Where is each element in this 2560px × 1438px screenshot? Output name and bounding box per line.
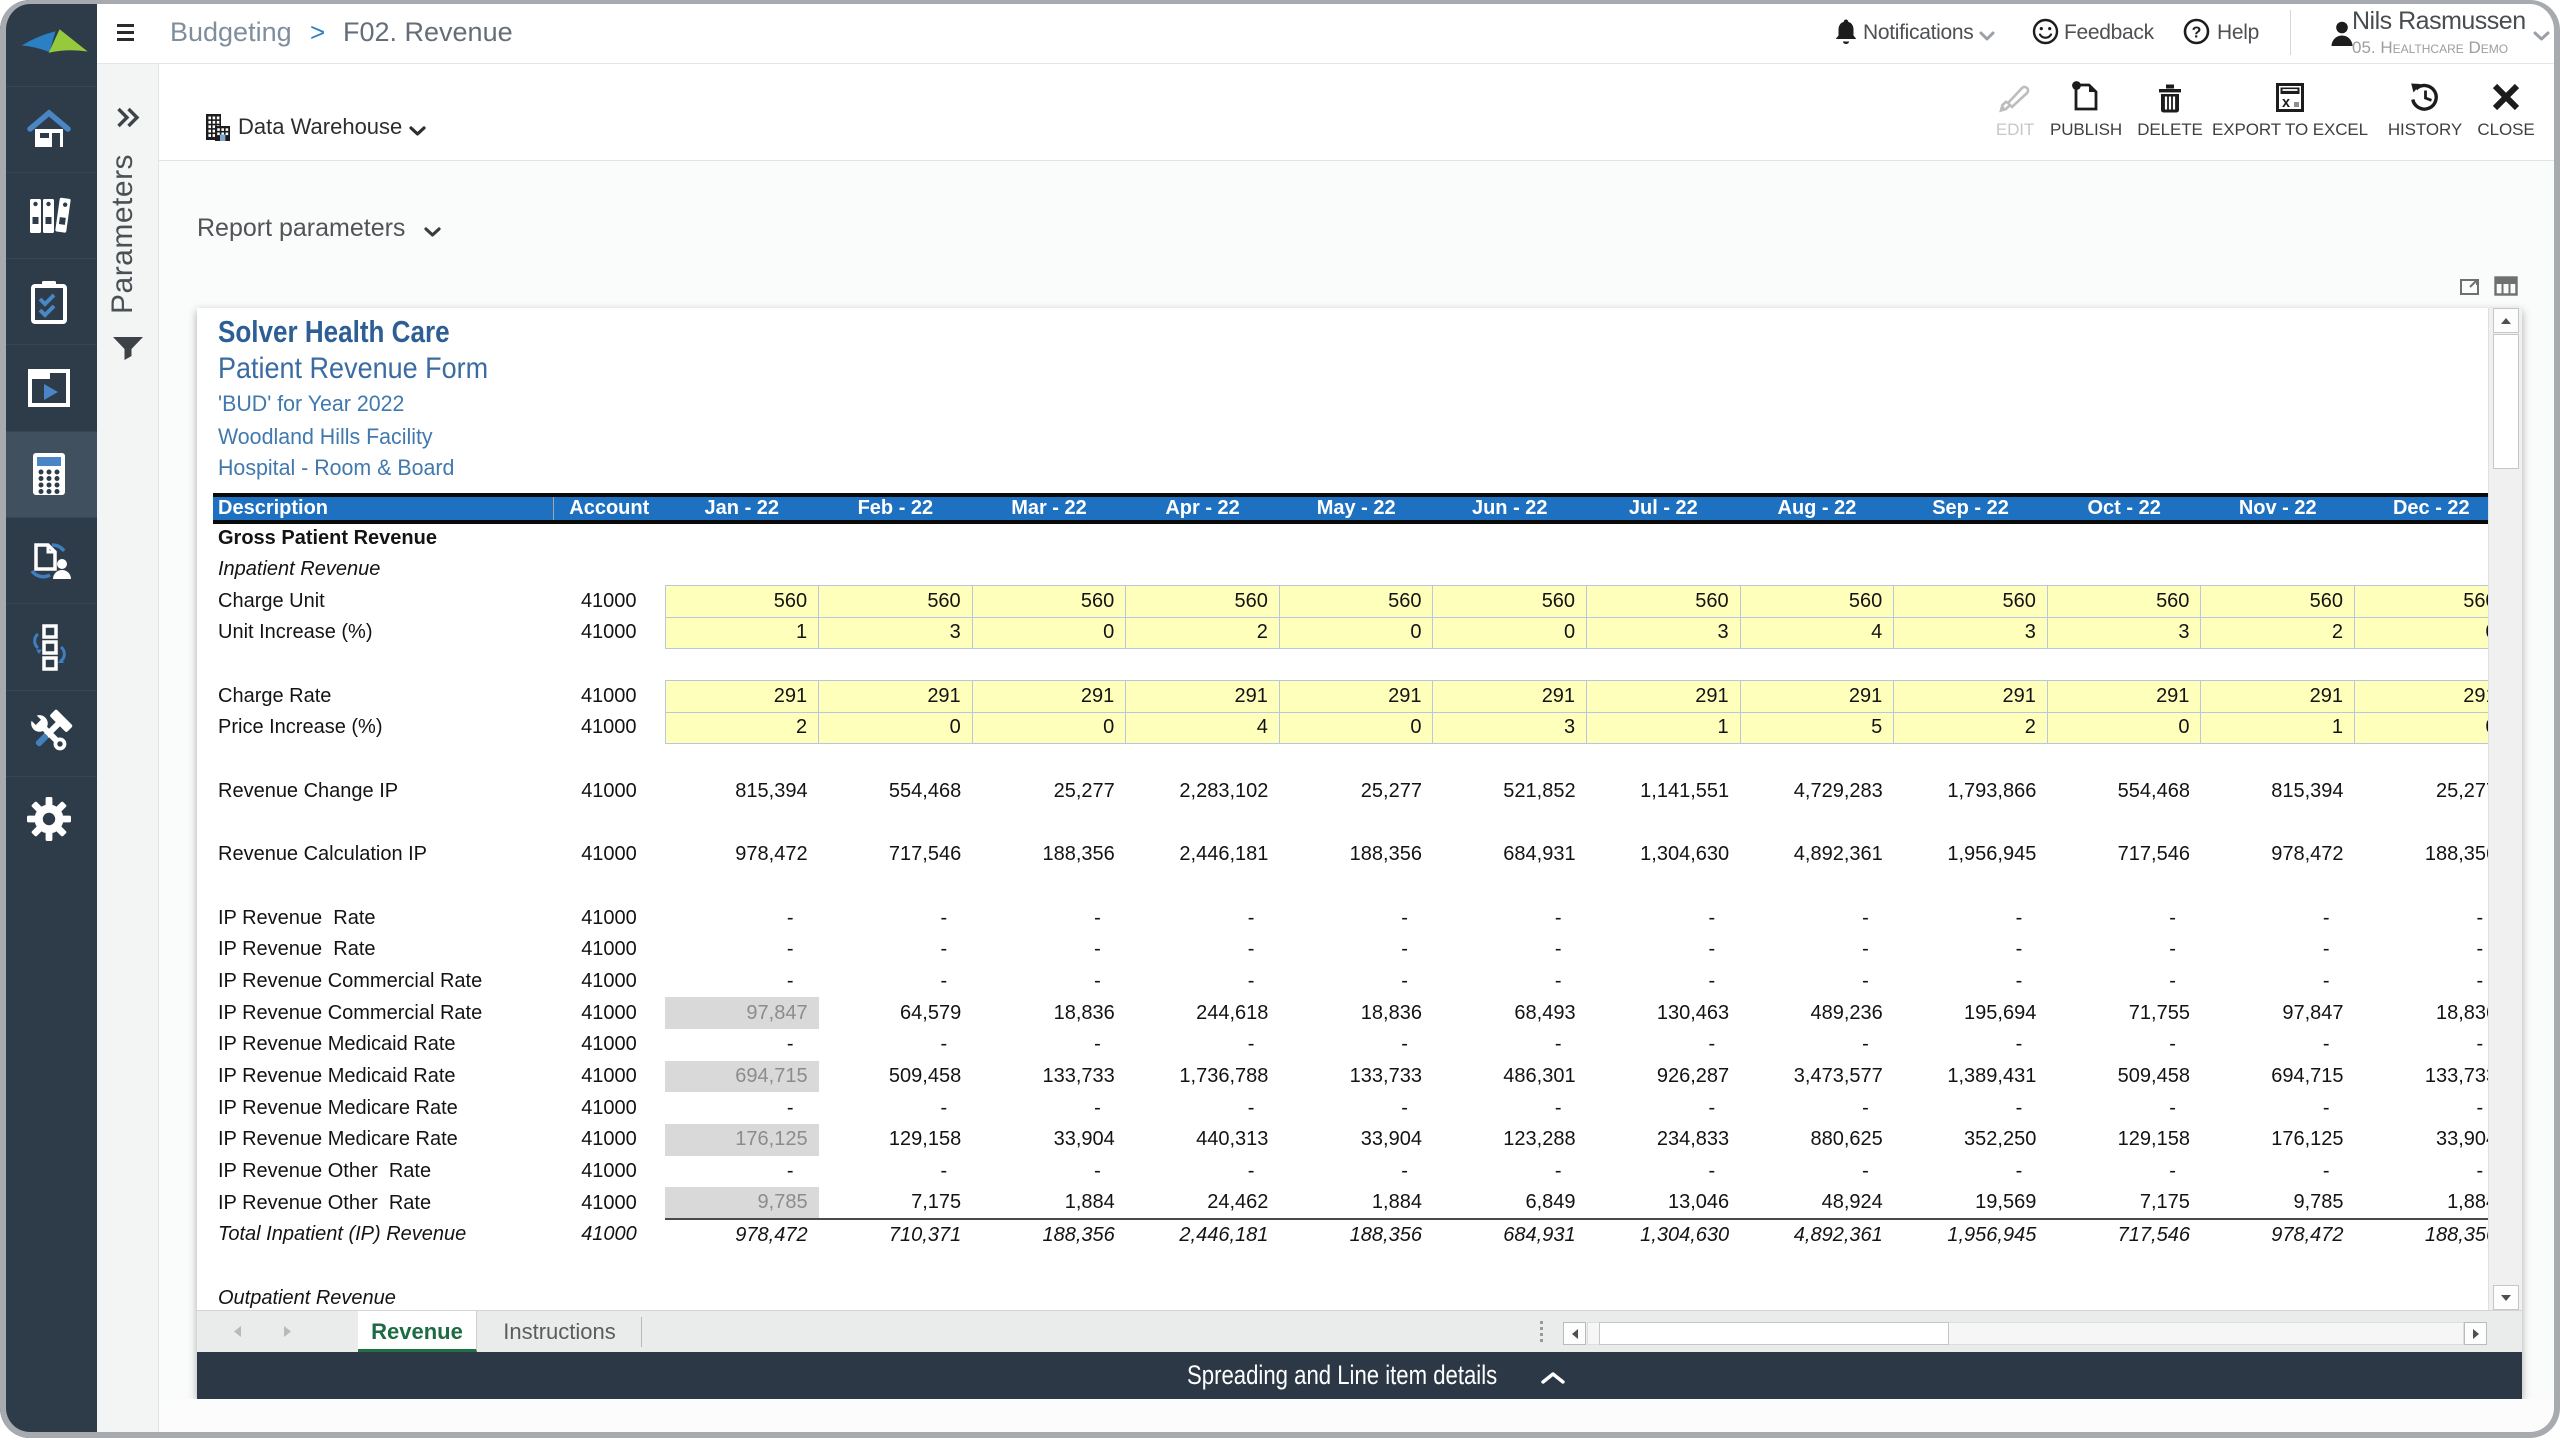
svg-text:x: x — [2282, 95, 2290, 111]
svg-text:?: ? — [2192, 25, 2202, 42]
